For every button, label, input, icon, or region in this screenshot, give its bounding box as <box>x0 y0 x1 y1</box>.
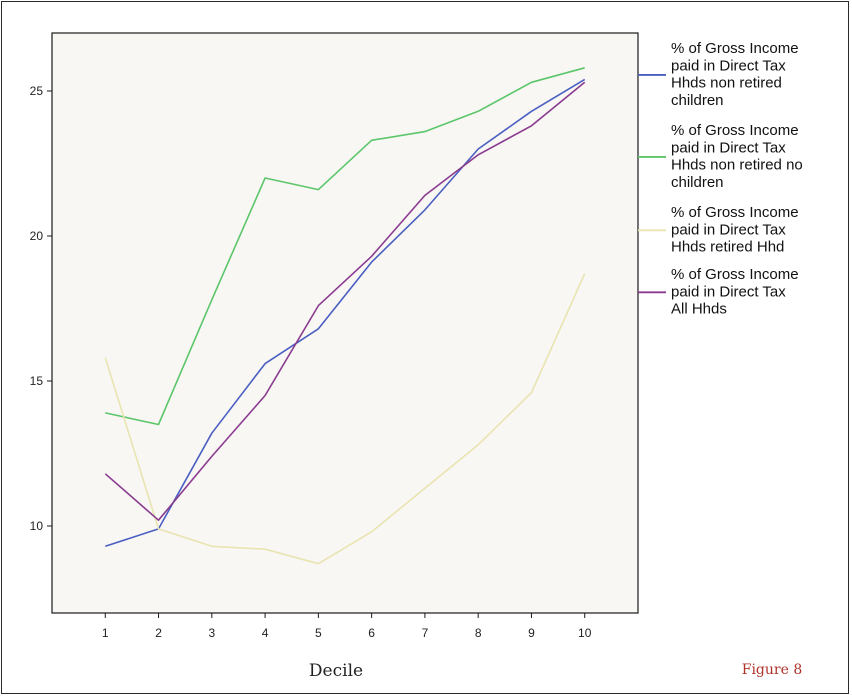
series-line-4 <box>104 81 586 522</box>
legend-label-4: paid in Direct Tax <box>671 283 786 300</box>
legend-label-2: paid in Direct Tax <box>671 139 786 156</box>
y-tick-label: 20 <box>30 229 44 243</box>
x-tick-label: 7 <box>422 626 429 640</box>
x-axis: 1 2 3 4 5 6 7 8 9 10 <box>102 613 592 640</box>
y-tick-label: 10 <box>30 519 44 533</box>
legend-label-2: children <box>671 174 724 191</box>
x-tick-label: 8 <box>475 626 482 640</box>
series-line-2 <box>105 67 585 426</box>
x-axis-label: Decile <box>309 661 363 681</box>
legend-label-2: Hhds non retired no <box>671 157 803 174</box>
legend-label-1: paid in Direct Tax <box>671 57 786 74</box>
x-tick-label: 1 <box>102 626 109 640</box>
x-tick-label: 4 <box>262 626 269 640</box>
plot-area <box>51 32 639 614</box>
x-tick-label: 5 <box>315 626 322 640</box>
series-lines <box>104 67 586 565</box>
series-line-1 <box>105 78 586 548</box>
legend-label-1: children <box>671 92 724 109</box>
x-tick-label: 10 <box>578 626 592 640</box>
x-tick-label: 6 <box>368 626 375 640</box>
legend-label-2: % of Gross Income <box>671 122 799 139</box>
legend-label-1: Hhds non retired <box>671 75 782 92</box>
x-tick-label: 9 <box>528 626 535 640</box>
y-tick-label: 15 <box>30 374 44 388</box>
legend-label-1: % of Gross Income <box>671 40 799 57</box>
legend-label-4: % of Gross Income <box>671 266 799 283</box>
x-tick-label: 3 <box>208 626 215 640</box>
y-tick-label: 25 <box>30 84 44 98</box>
legend-label-3: paid in Direct Tax <box>671 221 786 238</box>
x-tick-label: 2 <box>155 626 162 640</box>
y-axis: 10 15 20 25 <box>30 84 52 533</box>
legend-label-4: All Hhds <box>671 301 727 318</box>
legend-label-3: Hhds retired Hhd <box>671 239 784 256</box>
figure-caption: Figure 8 <box>742 662 803 678</box>
series-line-3 <box>104 273 586 565</box>
legend-label-3: % of Gross Income <box>671 204 799 221</box>
